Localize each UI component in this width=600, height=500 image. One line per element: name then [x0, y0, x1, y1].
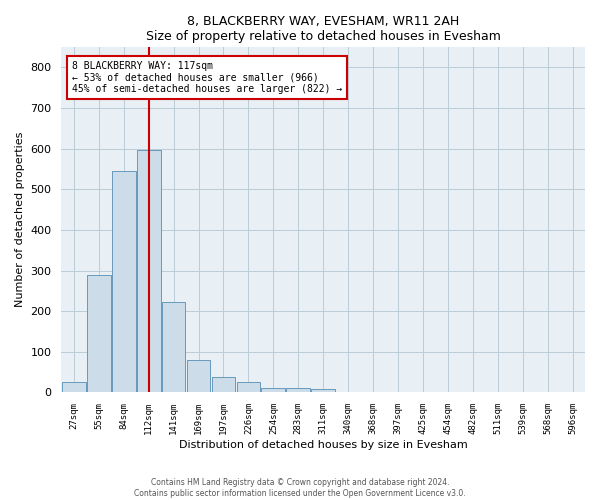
Bar [236, 382, 260, 392]
Bar [212, 378, 235, 392]
Bar [87, 274, 110, 392]
X-axis label: Distribution of detached houses by size in Evesham: Distribution of detached houses by size … [179, 440, 467, 450]
Text: Contains HM Land Registry data © Crown copyright and database right 2024.
Contai: Contains HM Land Registry data © Crown c… [134, 478, 466, 498]
Bar [262, 388, 285, 392]
Bar [112, 171, 136, 392]
Y-axis label: Number of detached properties: Number of detached properties [15, 132, 25, 308]
Text: 8 BLACKBERRY WAY: 117sqm
← 53% of detached houses are smaller (966)
45% of semi-: 8 BLACKBERRY WAY: 117sqm ← 53% of detach… [72, 61, 342, 94]
Title: 8, BLACKBERRY WAY, EVESHAM, WR11 2AH
Size of property relative to detached house: 8, BLACKBERRY WAY, EVESHAM, WR11 2AH Siz… [146, 15, 500, 43]
Bar [162, 302, 185, 392]
Bar [187, 360, 211, 392]
Bar [62, 382, 86, 392]
Bar [137, 150, 161, 392]
Bar [286, 388, 310, 392]
Bar [311, 389, 335, 392]
